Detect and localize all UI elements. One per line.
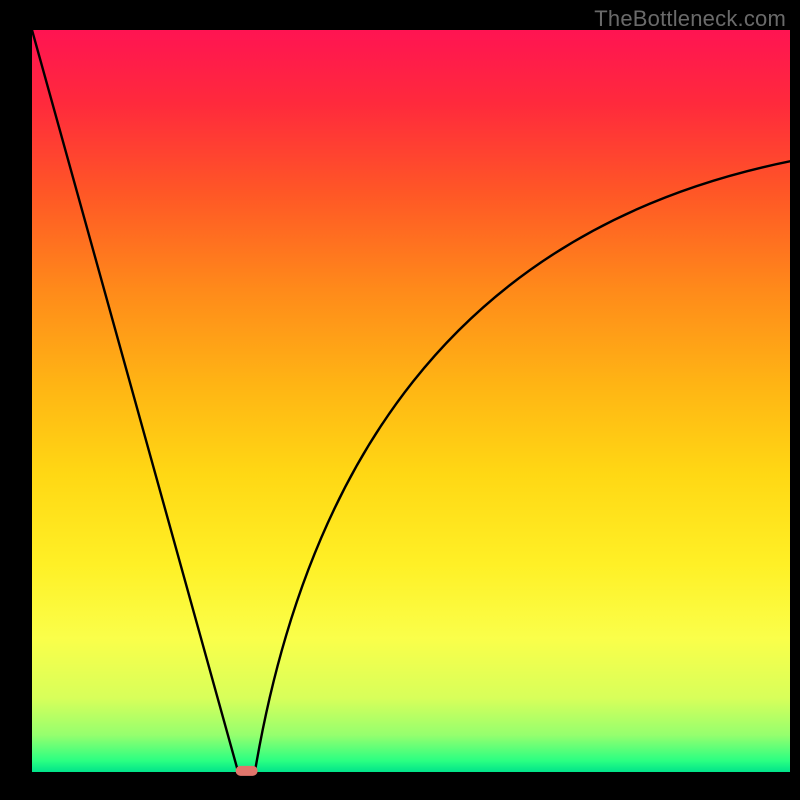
watermark-text: TheBottleneck.com	[594, 6, 786, 32]
chart-container: TheBottleneck.com	[0, 0, 800, 800]
optimum-marker	[235, 765, 258, 775]
plot-area	[32, 30, 790, 772]
bottleneck-curve	[32, 30, 790, 772]
